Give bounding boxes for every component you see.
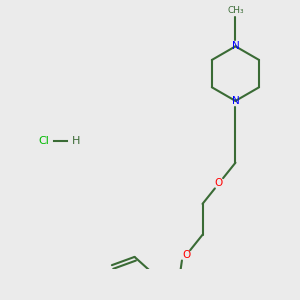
Text: Cl: Cl	[38, 136, 50, 146]
Text: H: H	[72, 136, 80, 146]
Text: CH₃: CH₃	[227, 6, 244, 15]
Text: O: O	[215, 178, 223, 188]
Text: O: O	[182, 250, 190, 260]
Text: N: N	[232, 41, 239, 51]
Text: N: N	[232, 96, 239, 106]
